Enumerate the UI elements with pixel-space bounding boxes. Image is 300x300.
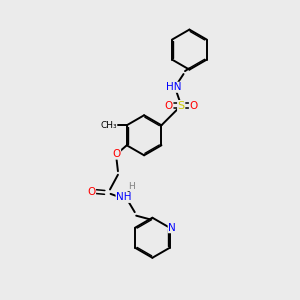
Text: N: N [168,223,176,233]
Text: H: H [128,182,135,191]
Text: CH₃: CH₃ [100,121,117,130]
Text: S: S [178,100,185,110]
Text: HN: HN [166,82,182,92]
Text: O: O [165,100,173,110]
Text: O: O [112,149,121,159]
Text: O: O [87,187,96,196]
Text: O: O [189,100,198,110]
Text: NH: NH [116,192,132,203]
